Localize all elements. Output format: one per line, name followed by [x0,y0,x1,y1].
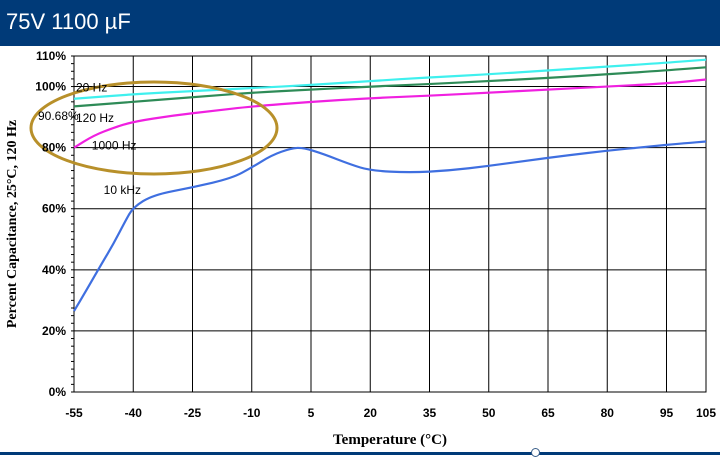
x-tick-label: 95 [660,406,674,420]
x-tick-label: -10 [243,406,261,420]
highlight-ellipse [29,80,279,176]
y-tick-label: 110% [36,49,66,63]
x-tick-label: 35 [423,406,437,420]
y-tick-label: 20% [42,324,66,338]
x-tick-label: 65 [541,406,555,420]
annotations: 20 Hz 120 Hz 1000 Hz 10 kHz 90.68% [38,81,141,197]
series-layer [73,58,707,312]
x-tick-label: -25 [184,406,202,420]
series-line [73,140,707,312]
y-tick-label: 60% [42,202,66,216]
plot-frame [73,55,707,393]
x-tick-label: 5 [308,406,315,420]
series-line [73,66,707,108]
tick-labels: -55 -40 -25 -10 5 20 35 50 65 80 95 105 0% 20% 40% 60% 8… [35,49,716,420]
y-tick-label: 80% [42,141,66,155]
title-bar: 75V 1100 µF [0,0,720,46]
series-label: 120 Hz [76,111,114,125]
series-label: 20 Hz [76,81,107,95]
capacitance-chart: -55 -40 -25 -10 5 20 35 50 65 80 95 105 0% 20% 40% 60% 8… [5,49,716,448]
y-tick-label: 0% [49,385,67,399]
grid [71,55,707,393]
y-axis-label: Percent Capacitance, 25°C, 120 Hz [5,120,20,328]
bottom-rule [0,452,720,455]
value-callout: 90.68% [38,109,79,123]
y-tick-label: 40% [42,263,66,277]
series-line [73,78,707,149]
x-tick-label: 50 [482,406,496,420]
x-axis-label: Temperature (°C) [333,432,447,448]
x-tick-label: 80 [601,406,615,420]
series-label: 10 kHz [104,183,141,197]
x-tick-label: -40 [125,406,143,420]
page-title: 75V 1100 µF [6,9,131,34]
x-tick-label: 105 [696,406,716,420]
series-line [73,58,707,100]
x-tick-label: 20 [364,406,378,420]
series-label: 1000 Hz [92,139,137,153]
x-tick-label: -55 [65,406,83,420]
y-tick-label: 100% [35,80,66,94]
